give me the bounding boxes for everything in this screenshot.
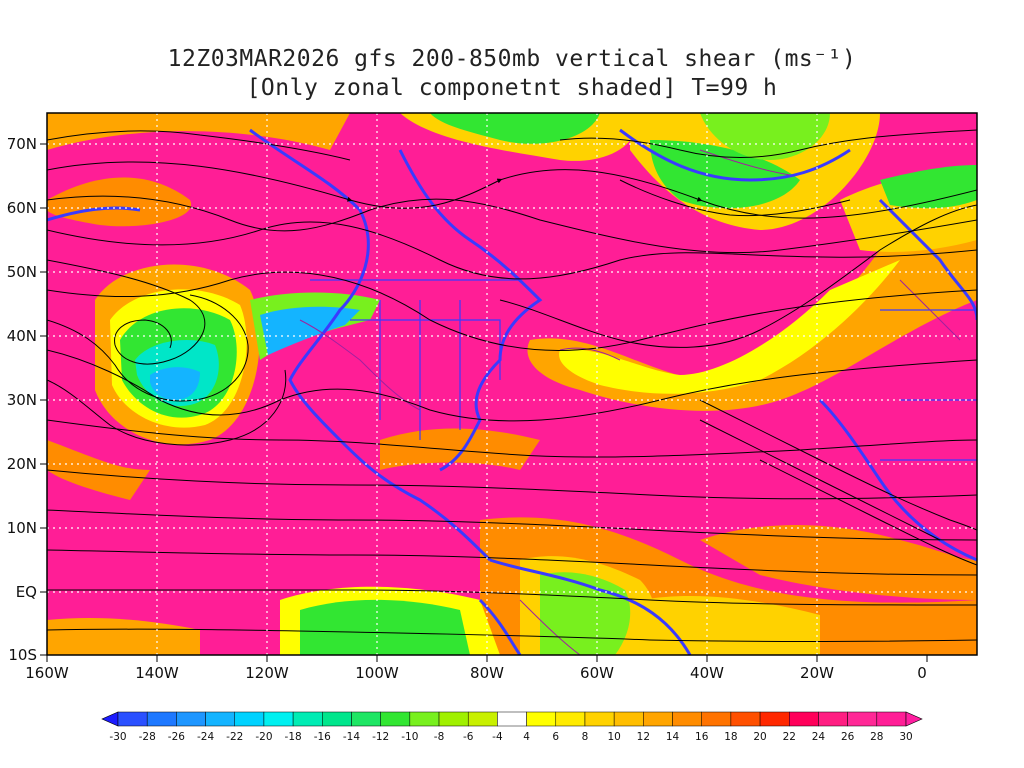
colorbar-label: -14 xyxy=(343,731,360,743)
lon-label: 80W xyxy=(470,664,504,682)
map-title: 12Z03MAR2026 gfs 200-850mb vertical shea… xyxy=(167,46,857,72)
colorbar-label: -16 xyxy=(314,731,331,743)
colorbar-label: 30 xyxy=(899,731,912,743)
lon-label: 100W xyxy=(355,664,399,682)
colorbar-swatch xyxy=(730,711,761,727)
streamlines xyxy=(47,129,977,642)
colorbar-label: 6 xyxy=(552,731,559,743)
longitude-labels: 160W 140W 120W 100W 80W 60W 40W 20W 0 xyxy=(25,664,927,682)
colorbar-label: -18 xyxy=(285,731,302,743)
colorbar-swatch xyxy=(818,711,848,727)
map-frame xyxy=(46,112,978,656)
lat-label: 70N xyxy=(7,135,37,153)
colorbar-swatch xyxy=(789,711,819,727)
shear-bands xyxy=(47,113,977,655)
tick-marks xyxy=(40,143,928,662)
graticule xyxy=(47,113,977,655)
lat-label: 50N xyxy=(7,263,37,281)
colorbar-swatch xyxy=(351,711,381,727)
colorbar-label: -20 xyxy=(255,731,272,743)
lat-label: 30N xyxy=(7,391,37,409)
lon-label: 20W xyxy=(800,664,834,682)
colorbar-label: 8 xyxy=(582,731,589,743)
colorbar-swatch xyxy=(438,711,469,727)
colorbar-swatch xyxy=(876,711,907,727)
colorbar-label: -26 xyxy=(168,731,185,743)
lat-label: 20N xyxy=(7,455,37,473)
colorbar-swatch xyxy=(759,711,790,727)
colorbar-swatch xyxy=(613,711,644,727)
colorbar-swatch xyxy=(643,711,673,727)
lat-label: 60N xyxy=(7,199,37,217)
lon-label: 0 xyxy=(917,664,927,682)
colorbar-label: -8 xyxy=(434,731,444,743)
colorbar-swatch xyxy=(584,711,615,727)
colorbar-swatch xyxy=(263,711,294,727)
colorbar-swatch xyxy=(701,711,732,727)
colorbar-max-arrow xyxy=(905,711,923,727)
colorbar-swatch xyxy=(380,711,411,727)
colorbar-label: -24 xyxy=(197,731,214,743)
colorbar-swatch xyxy=(205,711,235,727)
lon-label: 60W xyxy=(580,664,614,682)
colorbar-label: 22 xyxy=(783,731,796,743)
lat-label: 40N xyxy=(7,327,37,345)
lon-label: 160W xyxy=(25,664,69,682)
lat-label: 10N xyxy=(7,519,37,537)
colorbar-label: 20 xyxy=(753,731,766,743)
colorbar-swatch xyxy=(467,711,498,727)
terrain-contours xyxy=(299,149,961,655)
colorbar-swatch xyxy=(497,711,527,727)
colorbar-label: 26 xyxy=(841,731,855,743)
colorbar-swatch xyxy=(526,711,557,727)
colorbar-label: -30 xyxy=(109,731,126,743)
lat-label: 10S xyxy=(8,646,37,664)
colorbar-label: -12 xyxy=(372,731,389,743)
shear-map xyxy=(47,113,977,655)
colorbar-label: -22 xyxy=(226,731,243,743)
colorbar-swatch xyxy=(847,711,878,727)
colorbar-swatch xyxy=(234,711,265,727)
colorbar-label: 28 xyxy=(870,731,883,743)
colorbar-label: -10 xyxy=(401,731,418,743)
colorbar-label: 12 xyxy=(637,731,650,743)
latitude-labels: 70N 60N 50N 40N 30N 20N 10N EQ 10S xyxy=(7,135,37,664)
colorbar-label: 18 xyxy=(724,731,737,743)
map-subtitle: [Only zonal componetnt shaded] T=99 h xyxy=(246,75,778,101)
colorbar-label: 14 xyxy=(666,731,680,743)
colorbar-swatch xyxy=(555,711,586,727)
colorbar-swatch xyxy=(322,711,352,727)
colorbar-swatch xyxy=(146,711,177,727)
colorbar-label: -4 xyxy=(492,731,503,743)
colorbar-swatch xyxy=(117,711,148,727)
colorbar-label: -28 xyxy=(139,731,156,743)
colorbar-label: 24 xyxy=(812,731,826,743)
colorbar-label: 16 xyxy=(695,731,709,743)
lon-label: 40W xyxy=(690,664,724,682)
lon-label: 140W xyxy=(135,664,179,682)
colorbar: -30 -28 -26 -24 -22 -20 -18 -16 -14 -12 -10 -8 -6 -4 4… xyxy=(101,711,923,743)
colorbar-min-arrow xyxy=(101,711,119,727)
colorbar-swatch xyxy=(409,711,440,727)
colorbar-label: 10 xyxy=(607,731,620,743)
lon-label: 120W xyxy=(245,664,289,682)
coastlines xyxy=(47,128,977,655)
colorbar-label: -6 xyxy=(463,731,474,743)
colorbar-swatch xyxy=(672,711,702,727)
colorbar-label: 4 xyxy=(523,731,530,743)
colorbar-swatch xyxy=(292,711,323,727)
lat-label: EQ xyxy=(16,583,37,601)
colorbar-swatch xyxy=(176,711,206,727)
